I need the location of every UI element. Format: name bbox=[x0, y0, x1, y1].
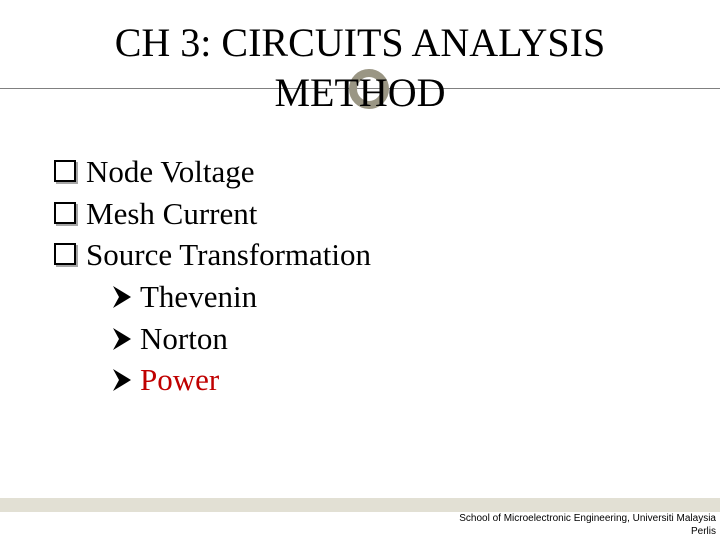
item-label: Node Voltage bbox=[86, 152, 254, 192]
title-region: CH 3: CIRCUITS ANALYSIS METHOD bbox=[0, 0, 720, 118]
subitem-label: Power bbox=[140, 360, 219, 400]
arrow-bullet-icon bbox=[110, 283, 134, 311]
square-bullet-icon bbox=[54, 243, 76, 265]
list-subitem: Thevenin bbox=[110, 277, 680, 317]
item-label: Mesh Current bbox=[86, 194, 257, 234]
subitem-label: Norton bbox=[140, 319, 228, 359]
list-item: Source Transformation bbox=[54, 235, 680, 275]
footer-line1: School of Microelectronic Engineering, U… bbox=[459, 513, 716, 524]
list-item: Mesh Current bbox=[54, 194, 680, 234]
item-label: Source Transformation bbox=[86, 235, 371, 275]
arrow-bullet-icon bbox=[110, 366, 134, 394]
subitem-label: Thevenin bbox=[140, 277, 257, 317]
footer-line2: Perlis bbox=[691, 526, 716, 537]
slide-title: CH 3: CIRCUITS ANALYSIS METHOD bbox=[0, 18, 720, 118]
list-subitem: Power bbox=[110, 360, 680, 400]
footer-text: School of Microelectronic Engineering, U… bbox=[459, 513, 716, 538]
list-subitem: Norton bbox=[110, 319, 680, 359]
arrow-bullet-icon bbox=[110, 325, 134, 353]
slide: CH 3: CIRCUITS ANALYSIS METHOD Node Volt… bbox=[0, 0, 720, 540]
title-line1: CH 3: CIRCUITS ANALYSIS bbox=[115, 20, 606, 65]
square-bullet-icon bbox=[54, 202, 76, 224]
title-line2: METHOD bbox=[274, 70, 445, 115]
list-item: Node Voltage bbox=[54, 152, 680, 192]
content-body: Node Voltage Mesh Current Source Transfo… bbox=[54, 152, 680, 402]
footer-bar bbox=[0, 498, 720, 512]
square-bullet-icon bbox=[54, 160, 76, 182]
